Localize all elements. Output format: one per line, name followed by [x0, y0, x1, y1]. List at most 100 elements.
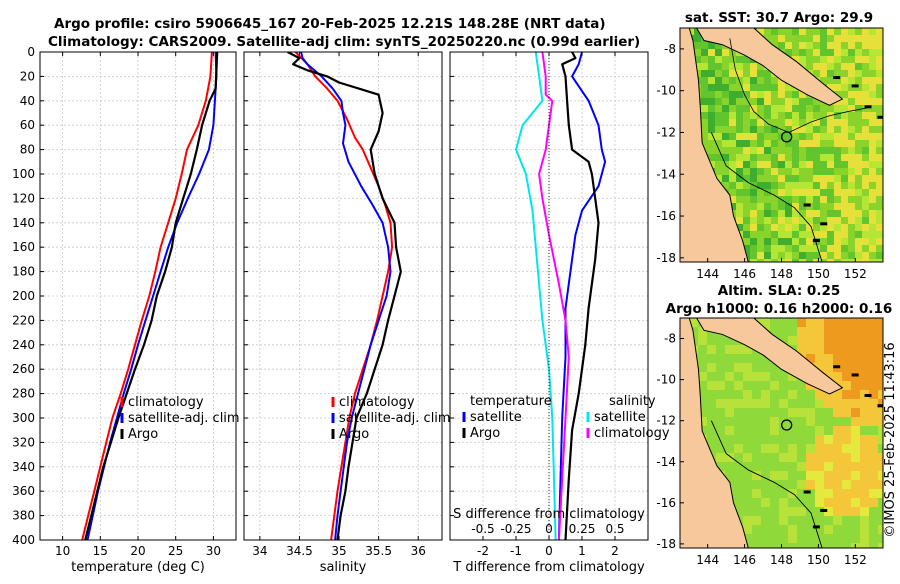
- ocean-cell: [764, 189, 771, 196]
- legend-label: Argo: [339, 427, 369, 442]
- ocean-cell: [715, 161, 722, 168]
- ocean-cell: [736, 217, 743, 224]
- ocean-cell: [862, 189, 869, 196]
- x-tick-label: 34.5: [286, 544, 313, 558]
- map-y-tick-label: -8: [664, 42, 676, 56]
- ocean-cell: [799, 42, 806, 49]
- ocean-cell: [841, 63, 848, 70]
- ocean-cell: [833, 345, 842, 354]
- ocean-cell: [869, 105, 876, 112]
- ocean-cell: [824, 354, 833, 363]
- ocean-cell: [757, 28, 764, 35]
- ocean-cell: [725, 417, 734, 426]
- map-y-tick-label: -12: [656, 414, 676, 428]
- legend-title-salinity: salinity: [609, 394, 656, 409]
- ocean-cell: [715, 133, 722, 140]
- ocean-cell: [878, 399, 883, 408]
- ocean-cell: [855, 147, 862, 154]
- ocean-cell: [876, 210, 883, 217]
- ocean-cell: [820, 35, 827, 42]
- ocean-cell: [771, 196, 778, 203]
- ocean-cell: [725, 381, 734, 390]
- ocean-cell: [792, 161, 799, 168]
- ocean-cell: [824, 327, 833, 336]
- ocean-cell: [878, 336, 883, 345]
- ocean-cell: [841, 35, 848, 42]
- ocean-cell: [779, 543, 788, 548]
- ocean-cell: [834, 56, 841, 63]
- ocean-cell: [833, 471, 842, 480]
- ocean-cell: [806, 543, 815, 548]
- ocean-cell: [841, 147, 848, 154]
- ocean-cell: [750, 259, 757, 262]
- ocean-cell: [779, 480, 788, 489]
- ocean-cell: [797, 390, 806, 399]
- ocean-cell: [815, 507, 824, 516]
- ocean-cell: [764, 35, 771, 42]
- ocean-cell: [813, 203, 820, 210]
- ocean-cell: [841, 70, 848, 77]
- ocean-cell: [827, 77, 834, 84]
- ocean-cell: [834, 189, 841, 196]
- ocean-cell: [708, 119, 715, 126]
- ocean-cell: [851, 417, 860, 426]
- ocean-cell: [743, 381, 752, 390]
- ocean-cell: [842, 417, 851, 426]
- ocean-cell: [779, 408, 788, 417]
- ocean-cell: [797, 417, 806, 426]
- ocean-cell: [860, 543, 869, 548]
- ocean-cell: [725, 399, 734, 408]
- ocean-cell: [736, 147, 743, 154]
- ocean-cell: [757, 182, 764, 189]
- ocean-cell: [792, 56, 799, 63]
- ocean-cell: [799, 147, 806, 154]
- x-tick-label: 30: [206, 544, 221, 558]
- ocean-cell: [729, 203, 736, 210]
- ocean-cell: [806, 245, 813, 252]
- ocean-cell: [715, 49, 722, 56]
- ocean-cell: [833, 453, 842, 462]
- island: [803, 203, 811, 207]
- y-tick-label: 320: [12, 435, 35, 449]
- x-tick-label: 10: [55, 544, 70, 558]
- series-line-t-argo: [561, 52, 600, 540]
- ocean-cell: [806, 462, 815, 471]
- ocean-cell: [764, 84, 771, 91]
- ocean-cell: [855, 91, 862, 98]
- ocean-cell: [824, 453, 833, 462]
- map-y-tick-label: -18: [656, 537, 676, 551]
- ocean-cell: [842, 453, 851, 462]
- ocean-cell: [694, 63, 701, 70]
- ocean-cell: [785, 147, 792, 154]
- ocean-cell: [827, 161, 834, 168]
- ocean-cell: [743, 168, 750, 175]
- ocean-cell: [736, 126, 743, 133]
- ocean-cell: [785, 196, 792, 203]
- ocean-cell: [813, 28, 820, 35]
- ocean-cell: [785, 238, 792, 245]
- ocean-cell: [806, 105, 813, 112]
- ocean-cell: [734, 435, 743, 444]
- ocean-cell: [770, 516, 779, 525]
- ocean-cell: [736, 189, 743, 196]
- ocean-cell: [778, 28, 785, 35]
- ocean-cell: [797, 507, 806, 516]
- ocean-cell: [788, 516, 797, 525]
- ocean-cell: [841, 98, 848, 105]
- ocean-cell: [841, 56, 848, 63]
- ocean-cell: [757, 147, 764, 154]
- ocean-cell: [869, 444, 878, 453]
- ocean-cell: [862, 210, 869, 217]
- ocean-cell: [869, 203, 876, 210]
- ocean-cell: [708, 56, 715, 63]
- ocean-cell: [806, 154, 813, 161]
- ocean-cell: [788, 408, 797, 417]
- ocean-cell: [788, 480, 797, 489]
- ocean-cell: [729, 119, 736, 126]
- ocean-cell: [761, 372, 770, 381]
- ocean-cell: [848, 224, 855, 231]
- ocean-cell: [806, 426, 815, 435]
- ocean-cell: [788, 543, 797, 548]
- ocean-cell: [833, 543, 842, 548]
- argo-position-marker: [781, 419, 793, 431]
